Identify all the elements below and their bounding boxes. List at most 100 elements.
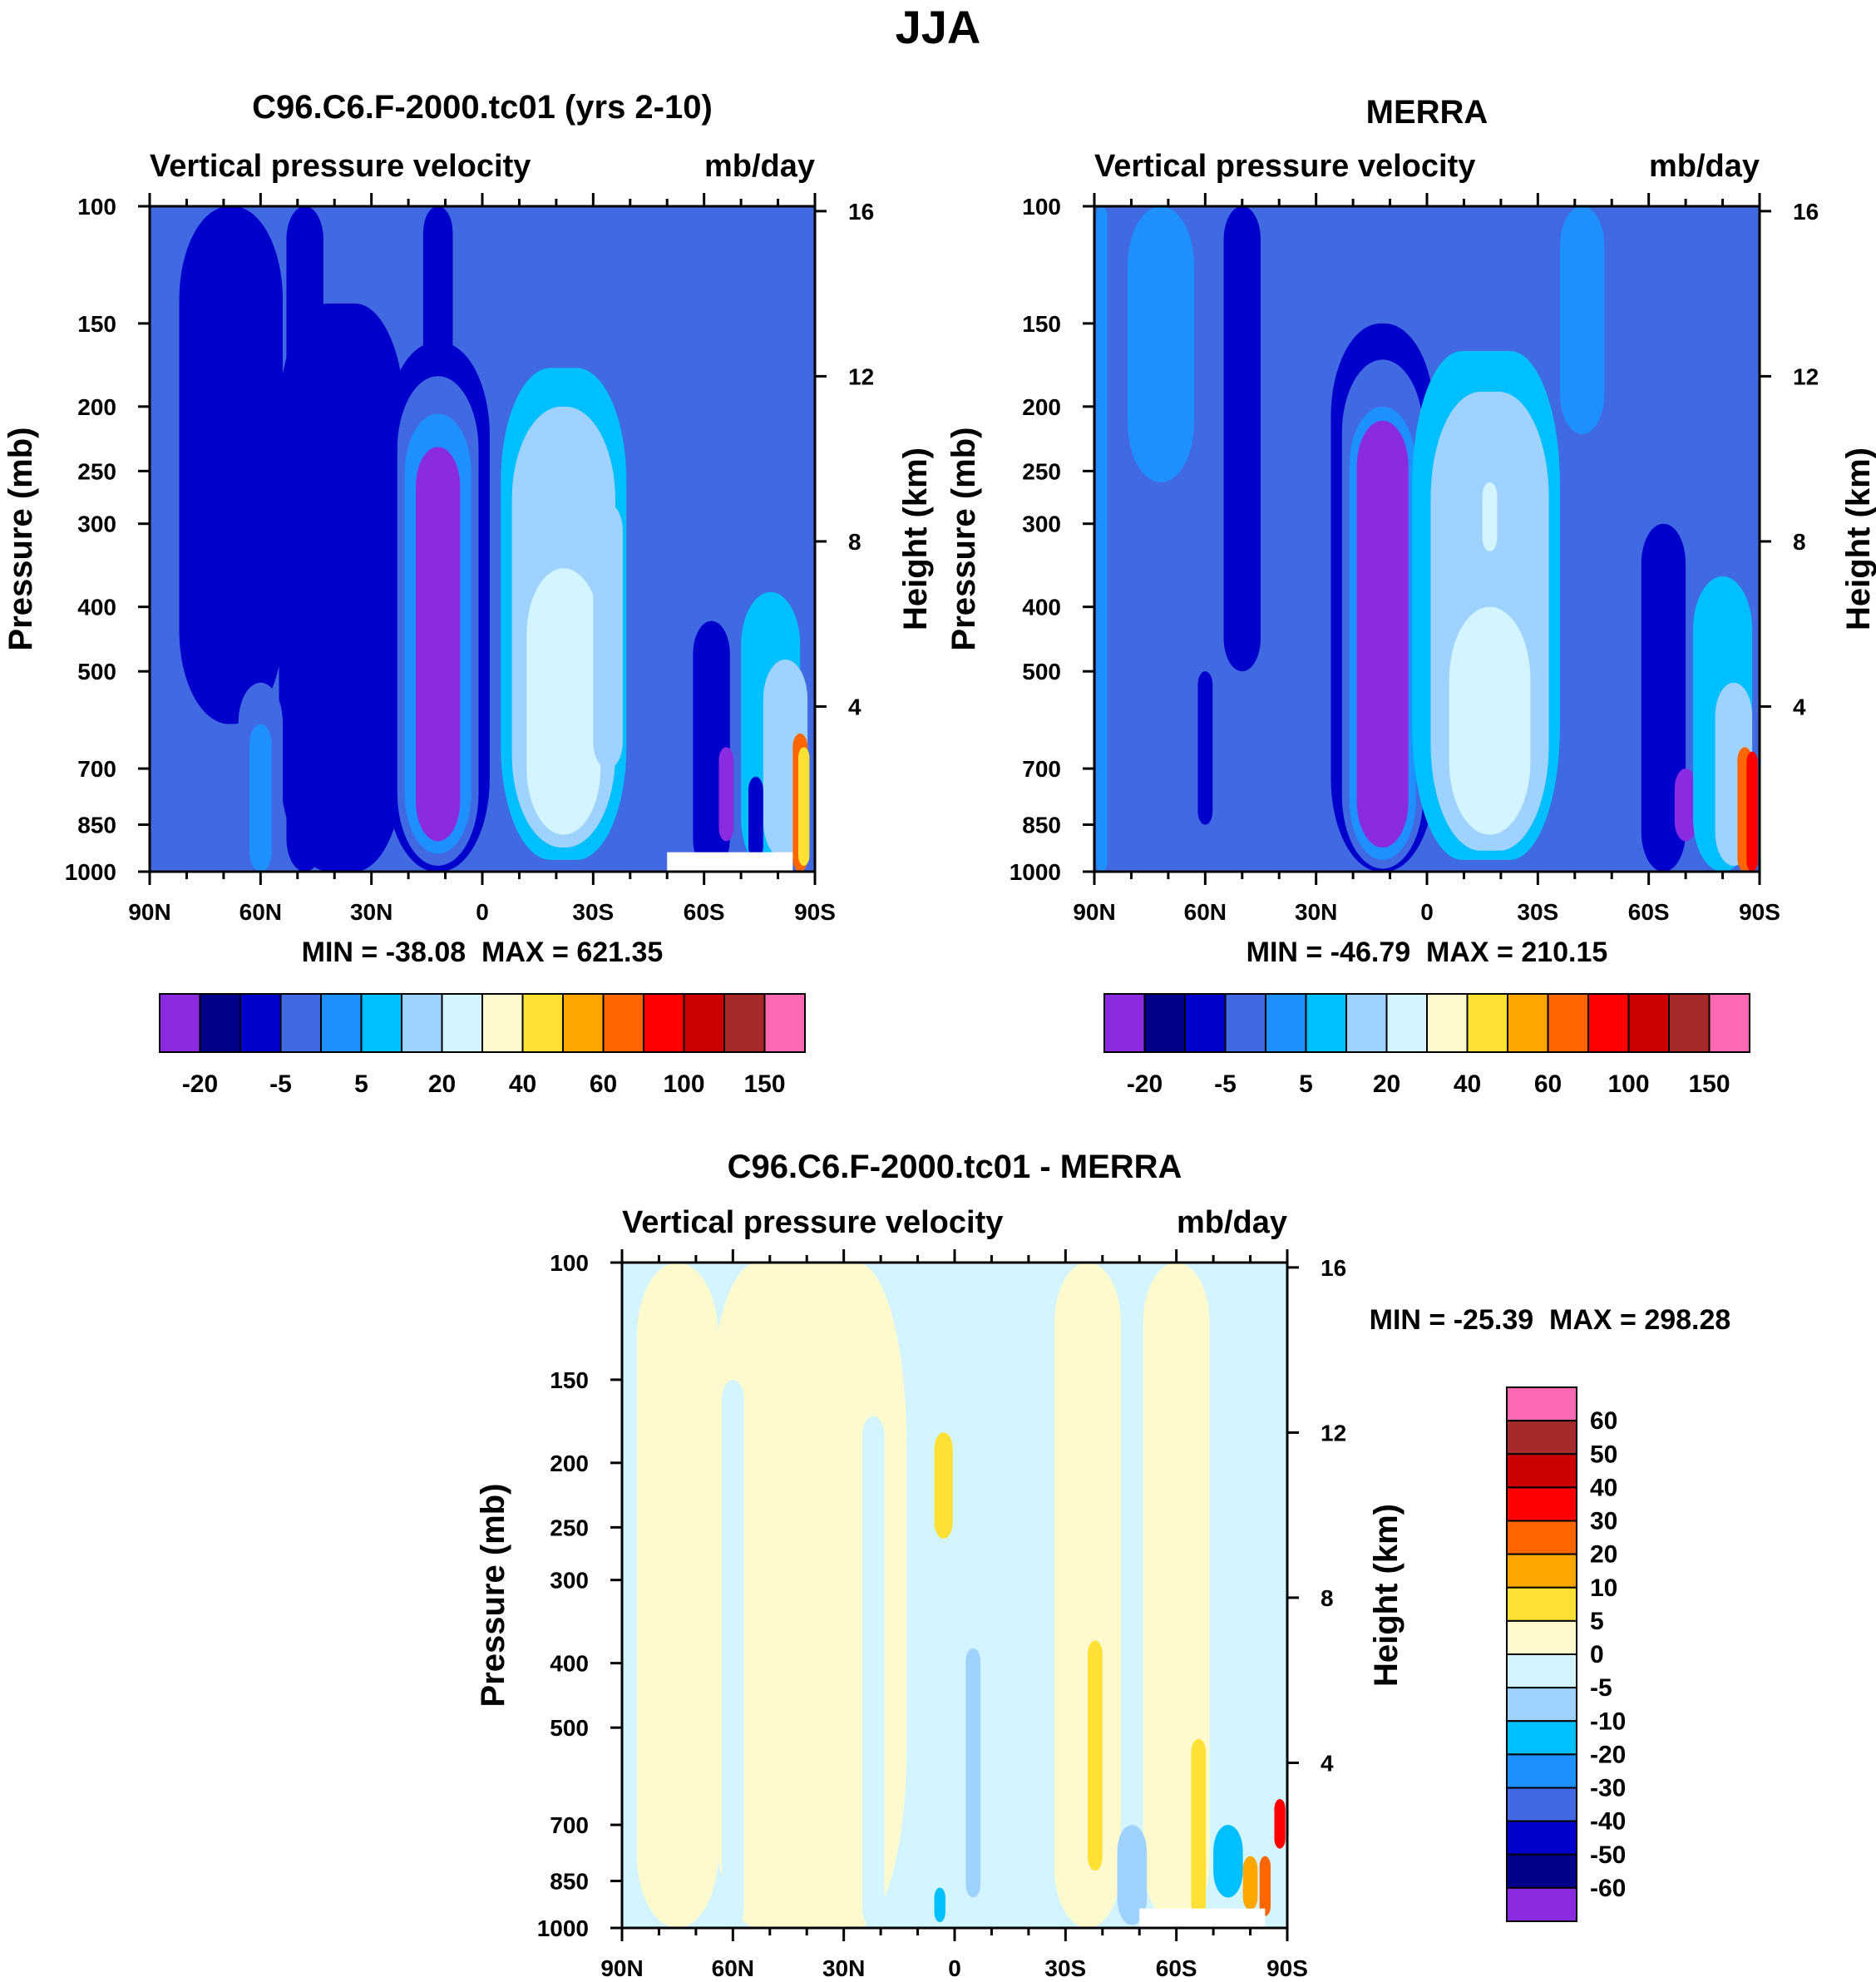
contour-region bbox=[249, 724, 272, 872]
units-label: mb/day bbox=[704, 149, 815, 184]
height-tick-label: 8 bbox=[848, 529, 861, 555]
x-tick-label: 60S bbox=[684, 899, 725, 925]
height-tick-label: 16 bbox=[848, 199, 874, 225]
colorbar-swatch bbox=[1627, 993, 1670, 1053]
colorbar-swatch bbox=[401, 993, 443, 1053]
colorbar-label: 150 bbox=[743, 1070, 785, 1098]
contour-region bbox=[1117, 1825, 1148, 1925]
y-tick-label: 500 bbox=[77, 659, 116, 685]
colorbar-swatch bbox=[1385, 993, 1428, 1053]
colorbar-label: -50 bbox=[1590, 1841, 1626, 1869]
y-tick-label: 300 bbox=[1022, 512, 1061, 537]
contour-field bbox=[1094, 206, 1760, 872]
min-max-stats: MIN = -38.08 MAX = 621.35 bbox=[302, 937, 664, 968]
colorbar-swatch bbox=[1506, 1820, 1577, 1856]
y-tick-label: 850 bbox=[550, 1869, 589, 1895]
y-tick-label: 250 bbox=[77, 458, 116, 484]
colorbar-label: 5 bbox=[1590, 1608, 1604, 1635]
x-tick-label: 90N bbox=[600, 1955, 643, 1981]
x-axis: 90N 60N 30N 0 30S 60S 90S bbox=[128, 193, 836, 925]
x-tick-label: 0 bbox=[948, 1955, 961, 1981]
colorbar-label: 40 bbox=[1454, 1070, 1481, 1098]
colorbar-swatch bbox=[1506, 1486, 1577, 1522]
colorbar-swatch bbox=[1184, 993, 1227, 1053]
y-tick-label: 250 bbox=[1022, 458, 1061, 484]
x-tick-label: 60S bbox=[1156, 1955, 1197, 1981]
variable-label: Vertical pressure velocity bbox=[150, 149, 531, 184]
colorbar-label: 60 bbox=[590, 1070, 617, 1098]
contour-region bbox=[1356, 420, 1409, 848]
height-axis: 4 8 12 16 bbox=[1287, 1255, 1346, 1776]
contour-region bbox=[593, 503, 623, 769]
variable-label: Vertical pressure velocity bbox=[622, 1205, 1003, 1240]
height-tick-label: 4 bbox=[1321, 1750, 1334, 1776]
colorbar-swatch bbox=[602, 993, 644, 1053]
contour-region bbox=[1223, 206, 1261, 672]
contour-region bbox=[526, 568, 601, 835]
colorbar-swatch bbox=[723, 993, 766, 1053]
x-tick-label: 30S bbox=[572, 899, 614, 925]
panel-diff: C96.C6.F-2000.tc01 - MERRA Vertical pres… bbox=[475, 1149, 1730, 1981]
colorbar-swatch bbox=[683, 993, 725, 1053]
colorbar-swatch bbox=[1587, 993, 1630, 1053]
height-tick-label: 16 bbox=[1793, 199, 1819, 225]
y-axis-label: Pressure (mb) bbox=[945, 428, 982, 651]
y-tick-label: 700 bbox=[1022, 756, 1061, 782]
y-tick-label: 500 bbox=[550, 1715, 589, 1741]
y-tick-label: 150 bbox=[1022, 311, 1061, 337]
colorbar-swatch bbox=[320, 993, 363, 1053]
panel-title: C96.C6.F-2000.tc01 (yrs 2-10) bbox=[252, 89, 713, 126]
y-tick-label: 100 bbox=[550, 1250, 589, 1276]
colorbar: -20 -5 5 20 40 60 100 150 bbox=[1103, 993, 1750, 1098]
y-tick-label: 300 bbox=[550, 1568, 589, 1594]
colorbar-label: -20 bbox=[1590, 1741, 1626, 1768]
colorbar-swatch bbox=[159, 993, 201, 1053]
colorbar-label: 60 bbox=[1534, 1070, 1562, 1098]
colorbar-label: 30 bbox=[1590, 1508, 1617, 1535]
contour-region bbox=[707, 1263, 907, 1928]
contour-region bbox=[416, 447, 461, 842]
panel-model: C96.C6.F-2000.tc01 (yrs 2-10) Vertical p… bbox=[2, 89, 934, 1098]
colorbar-swatch bbox=[1265, 993, 1307, 1053]
x-tick-label: 90S bbox=[1739, 899, 1780, 925]
y-tick-label: 100 bbox=[77, 194, 116, 220]
units-label: mb/day bbox=[1649, 149, 1760, 184]
colorbar-label: -20 bbox=[182, 1070, 218, 1098]
colorbar-swatch bbox=[481, 993, 524, 1053]
colorbar-label: 40 bbox=[1590, 1474, 1617, 1501]
colorbar-swatch bbox=[1305, 993, 1347, 1053]
contour-region bbox=[636, 1263, 718, 1928]
variable-label: Vertical pressure velocity bbox=[1094, 149, 1475, 184]
contour-region bbox=[1054, 1263, 1121, 1928]
contour-region bbox=[1096, 206, 1108, 872]
colorbar-label: 150 bbox=[1688, 1070, 1730, 1098]
colorbar-label: 50 bbox=[1590, 1441, 1617, 1468]
contour-region bbox=[1088, 1640, 1103, 1871]
x-tick-label: 60S bbox=[1628, 899, 1670, 925]
colorbar-label: -60 bbox=[1590, 1875, 1626, 1902]
contour-region bbox=[965, 1648, 981, 1898]
contour-region bbox=[1449, 606, 1531, 835]
colorbar-label: -40 bbox=[1590, 1808, 1626, 1836]
colorbar-swatch bbox=[763, 993, 806, 1053]
x-tick-label: 60N bbox=[1184, 899, 1227, 925]
contour-region bbox=[1674, 769, 1697, 842]
colorbar-swatch bbox=[1466, 993, 1508, 1053]
contour-region bbox=[1197, 671, 1213, 825]
height-axis-label: Height (km) bbox=[897, 447, 934, 630]
contour-region bbox=[861, 1416, 885, 1928]
x-tick-label: 30S bbox=[1044, 1955, 1086, 1981]
colorbar-swatch bbox=[1506, 1787, 1577, 1822]
contour-region bbox=[1128, 206, 1194, 482]
x-tick-label: 30N bbox=[1295, 899, 1337, 925]
colorbar-label: 0 bbox=[1590, 1641, 1604, 1668]
colorbar-swatch bbox=[1547, 993, 1589, 1053]
y-tick-label: 1000 bbox=[1010, 859, 1061, 885]
contour-region bbox=[1259, 1856, 1271, 1916]
colorbar-label: 5 bbox=[354, 1070, 368, 1098]
colorbar-swatch bbox=[1345, 993, 1388, 1053]
y-tick-label: 200 bbox=[1022, 394, 1061, 420]
height-tick-label: 4 bbox=[1793, 694, 1806, 719]
height-tick-label: 8 bbox=[1321, 1585, 1334, 1611]
